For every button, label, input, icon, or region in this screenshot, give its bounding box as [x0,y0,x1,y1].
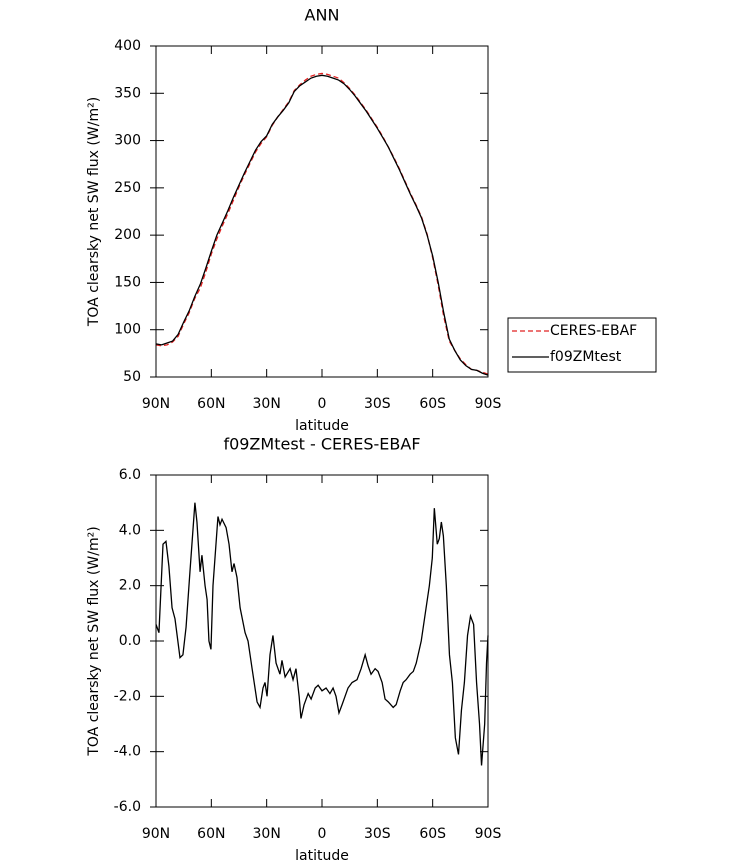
x-tick-label: 90N [142,396,170,412]
x-tick-label: 60N [197,826,225,842]
x-tick-label: 60S [419,826,446,842]
y-tick-label: 100 [114,322,141,338]
x-tick-label: 90S [475,826,502,842]
y-tick-label: 350 [114,85,141,101]
y-tick-label: 50 [123,369,141,385]
x-axis-label: latitude [295,848,349,864]
legend-label: CERES-EBAF [550,323,637,339]
y-tick-label: 300 [114,133,141,149]
x-tick-label: 90N [142,826,170,842]
y-tick-label: 250 [114,180,141,196]
y-tick-label: 200 [114,227,141,243]
data-line [155,74,489,376]
chart-title: f09ZMtest - CERES-EBAF [223,435,420,454]
y-tick-label: 400 [114,38,141,54]
y-tick-label: 150 [114,274,141,290]
x-tick-label: 0 [318,826,327,842]
y-tick-label: 6.0 [119,467,141,483]
y-tick-label: -4.0 [114,744,141,760]
plot-frame [155,474,489,808]
legend-label: f09ZMtest [550,349,622,365]
x-tick-label: 30S [364,826,391,842]
x-tick-label: 30N [253,396,281,412]
y-tick-label: 2.0 [119,578,141,594]
y-axis-label: TOA clearsky net SW flux (W/m²) [86,526,102,756]
chart-title: ANN [305,6,340,25]
data-line [155,72,489,375]
x-tick-label: 90S [475,396,502,412]
y-tick-label: -2.0 [114,688,141,704]
x-tick-label: 30S [364,396,391,412]
y-tick-label: -6.0 [114,799,141,815]
x-axis-label: latitude [295,418,349,434]
x-tick-label: 30N [253,826,281,842]
y-tick-label: 0.0 [119,633,141,649]
x-tick-label: 60N [197,396,225,412]
y-axis-label: TOA clearsky net SW flux (W/m²) [86,97,102,327]
legend-box [507,317,657,373]
plot-frame [155,45,489,378]
x-tick-label: 0 [318,396,327,412]
x-tick-label: 60S [419,396,446,412]
y-tick-label: 4.0 [119,522,141,538]
data-line [155,502,489,766]
